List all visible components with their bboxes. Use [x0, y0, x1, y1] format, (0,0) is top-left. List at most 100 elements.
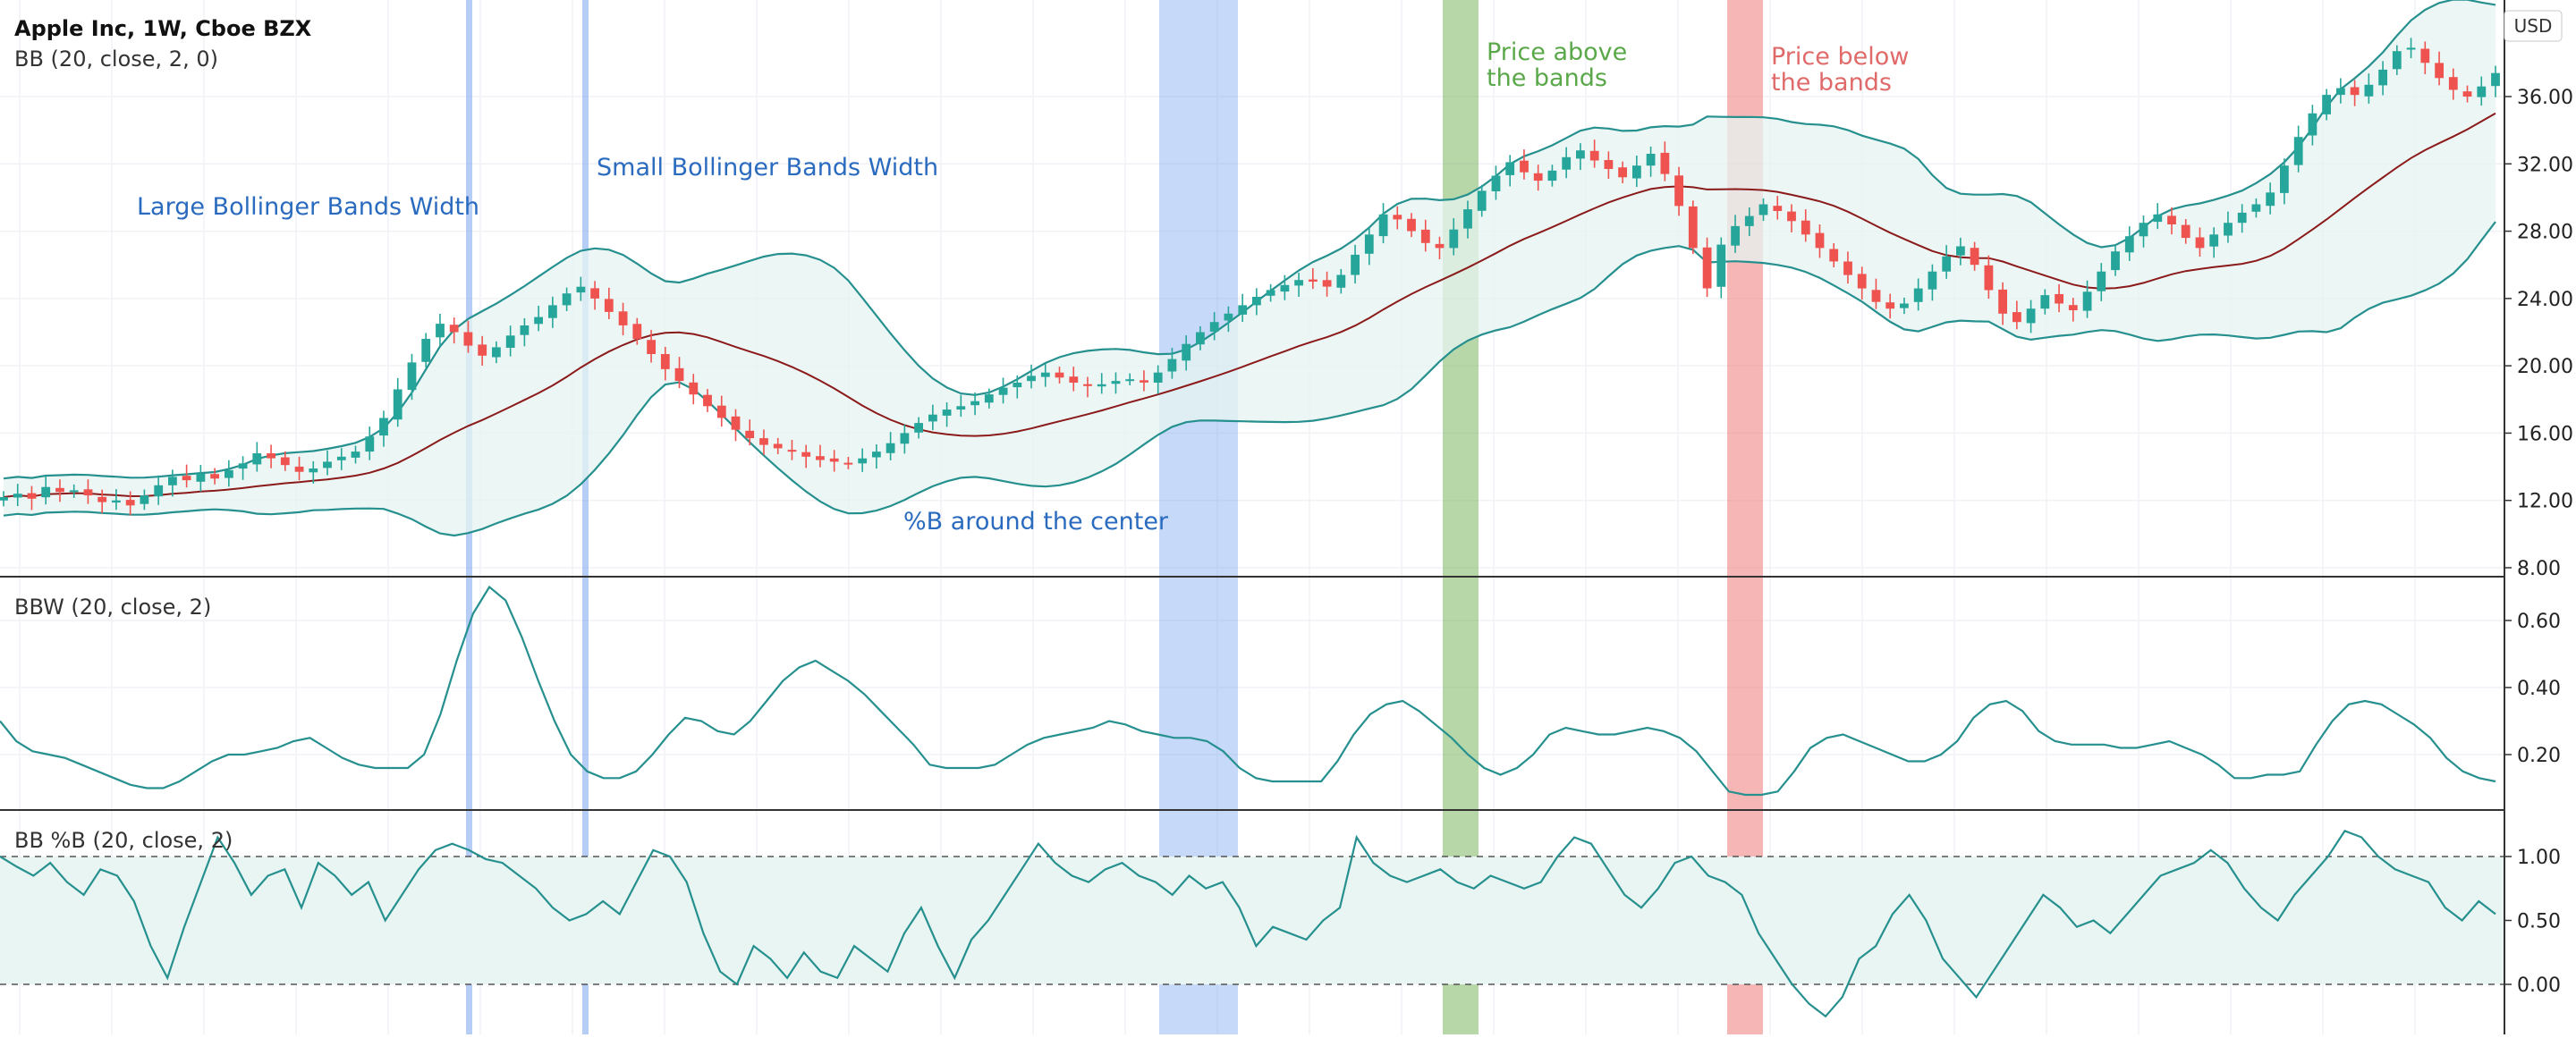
candle-body[interactable] [858, 458, 868, 464]
candle-body[interactable] [1998, 289, 2007, 314]
candle-body[interactable] [1829, 249, 1839, 262]
candle-body[interactable] [492, 347, 501, 358]
candle-body[interactable] [1167, 359, 1177, 372]
bbw-panel[interactable] [0, 585, 2496, 797]
candle-body[interactable] [2055, 294, 2063, 304]
candle-body[interactable] [1871, 290, 1881, 302]
pctb-panel[interactable] [0, 830, 2504, 1018]
candle-body[interactable] [2209, 234, 2219, 247]
candle-body[interactable] [449, 325, 459, 333]
candle-body[interactable] [618, 311, 628, 325]
candle-body[interactable] [1420, 229, 1430, 243]
candle-body[interactable] [1646, 154, 1656, 166]
candle-body[interactable] [2364, 84, 2374, 97]
candle-body[interactable] [1758, 204, 1768, 215]
candle-body[interactable] [1125, 379, 1135, 382]
candle-body[interactable] [436, 324, 445, 338]
candle-body[interactable] [1604, 160, 1614, 169]
candle-body[interactable] [252, 453, 262, 465]
candle-body[interactable] [1688, 206, 1698, 249]
candle-body[interactable] [1533, 173, 1543, 181]
candle-body[interactable] [2167, 215, 2176, 224]
candle-body[interactable] [716, 405, 726, 418]
candle-body[interactable] [1182, 343, 1191, 361]
candle-body[interactable] [1055, 372, 1064, 378]
candle-body[interactable] [1040, 372, 1050, 377]
candle-body[interactable] [2251, 204, 2261, 212]
candle-body[interactable] [2068, 305, 2078, 310]
candle-body[interactable] [1378, 214, 1388, 237]
candle-body[interactable] [1449, 229, 1459, 249]
candle-body[interactable] [323, 461, 332, 468]
candle-body[interactable] [1731, 225, 1740, 246]
candle-body[interactable] [1224, 313, 1233, 321]
candle-body[interactable] [900, 433, 910, 444]
candle-body[interactable] [463, 332, 473, 346]
candle-body[interactable] [2420, 48, 2430, 63]
candle-body[interactable] [1773, 206, 1783, 211]
candle-body[interactable] [1491, 175, 1501, 192]
candle-body[interactable] [689, 382, 699, 395]
candle-body[interactable] [1956, 246, 1965, 256]
candle-body[interactable] [1477, 190, 1487, 211]
candle-body[interactable] [928, 414, 937, 422]
candle-body[interactable] [1744, 215, 1754, 226]
candle-body[interactable] [1857, 274, 1867, 289]
candle-body[interactable] [632, 324, 642, 340]
candle-body[interactable] [562, 293, 572, 306]
candle-body[interactable] [210, 474, 219, 479]
candle-body[interactable] [1336, 274, 1346, 288]
candle-body[interactable] [1266, 290, 1275, 296]
candle-body[interactable] [2406, 47, 2416, 50]
candle-body[interactable] [1069, 376, 1079, 383]
candle-body[interactable] [69, 490, 79, 493]
basis-line[interactable] [3, 112, 2496, 498]
candle-body[interactable] [604, 299, 614, 312]
candle-body[interactable] [2308, 113, 2318, 136]
candle-body[interactable] [267, 453, 275, 459]
candle-body[interactable] [225, 469, 233, 478]
candle-body[interactable] [2040, 295, 2050, 309]
candle-body[interactable] [2350, 87, 2360, 96]
candle-body[interactable] [379, 418, 388, 436]
candle-body[interactable] [1322, 280, 1332, 287]
candle-body[interactable] [1547, 170, 1557, 181]
candle-body[interactable] [660, 354, 670, 369]
candle-body[interactable] [759, 438, 768, 445]
candle-body[interactable] [942, 409, 952, 416]
candle-body[interactable] [0, 497, 8, 501]
candle-body[interactable] [576, 286, 586, 293]
candle-body[interactable] [1815, 232, 1825, 249]
candle-body[interactable] [505, 335, 515, 348]
candle-body[interactable] [1209, 322, 1219, 332]
candle-body[interactable] [1913, 288, 1923, 302]
candle-body[interactable] [365, 436, 375, 452]
bbw-indicator-label[interactable]: BBW (20, close, 2) [14, 595, 211, 620]
candle-body[interactable] [1505, 162, 1515, 175]
candle-body[interactable] [731, 416, 741, 430]
candle-body[interactable] [2477, 86, 2487, 97]
candle-body[interactable] [2280, 165, 2289, 193]
candle-body[interactable] [970, 401, 979, 406]
candle-body[interactable] [2392, 51, 2402, 70]
candle-body[interactable] [154, 485, 164, 497]
candle-body[interactable] [2181, 224, 2190, 239]
candle-body[interactable] [2322, 95, 2331, 114]
candle-body[interactable] [1843, 261, 1852, 275]
candle-body[interactable] [182, 476, 191, 481]
candle-body[interactable] [1027, 376, 1036, 382]
candle-body[interactable] [1435, 243, 1445, 249]
upper-band-line[interactable] [3, 0, 2496, 480]
bb-indicator-label[interactable]: BB (20, close, 2, 0) [14, 46, 218, 72]
candle-body[interactable] [294, 466, 304, 472]
candle-body[interactable] [238, 463, 248, 469]
candle-body[interactable] [548, 305, 557, 318]
candle-body[interactable] [674, 367, 684, 382]
bbw-line[interactable] [0, 585, 2496, 797]
candle-body[interactable] [1520, 160, 1529, 173]
candle-body[interactable] [1900, 303, 1909, 308]
candle-body[interactable] [393, 389, 402, 420]
pctb-line[interactable] [0, 830, 2496, 1018]
candle-body[interactable] [1097, 384, 1106, 387]
candle-body[interactable] [2153, 214, 2163, 223]
